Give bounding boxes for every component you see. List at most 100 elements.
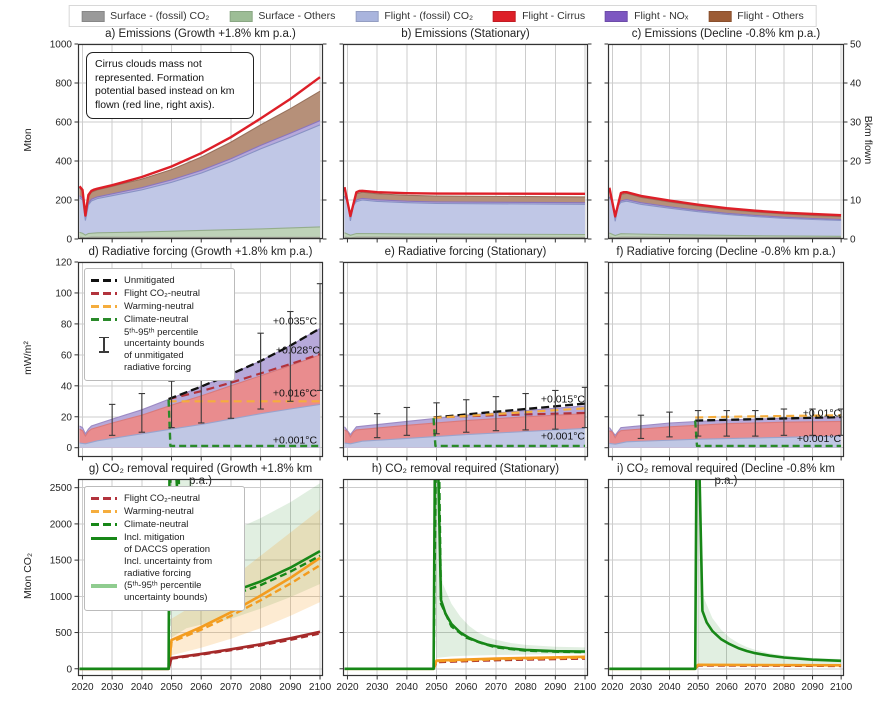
legend-label: Warming-neutral [124, 505, 194, 517]
svg-text:2100: 2100 [574, 682, 597, 693]
errorbar-icon [91, 336, 117, 353]
svg-text:2080: 2080 [250, 682, 273, 693]
removal-scenario-legend: Flight CO₂-neutral Warming-neutral Clima… [84, 486, 245, 611]
legend-label: Surface - Others [258, 10, 336, 22]
legend-item-unmitigated: Unmitigated [91, 275, 227, 287]
svg-text:1000: 1000 [50, 40, 73, 51]
y2-axis-label-bkm-flown: Bkm flown [862, 115, 874, 165]
svg-text:2020: 2020 [601, 682, 624, 693]
svg-text:2080: 2080 [773, 682, 796, 693]
legend-item-warming-neutral: Warming-neutral [91, 301, 227, 313]
top-legend: Surface - (fossil) CO₂ Surface - Others … [68, 5, 817, 27]
svg-text:+0.028°C: +0.028°C [276, 345, 321, 357]
y-axis-label-co2-removal: Mton CO₂ [22, 552, 34, 600]
svg-text:10: 10 [850, 196, 862, 207]
subplot-a-title: a) Emissions (Growth +1.8% km p.a.) [105, 28, 296, 40]
subplot-a-plot: 0 200 400 600 800 1000 [50, 40, 327, 246]
subplot-h-plot: 2020 2030 2040 2050 2060 2070 2080 2090 2100 [336, 478, 597, 693]
rf-scenario-legend: Unmitigated Flight CO₂-neutral Warming-n… [84, 268, 235, 381]
svg-text:2500: 2500 [50, 483, 73, 494]
svg-text:20: 20 [850, 157, 862, 168]
unmitigated-line-swatch [91, 279, 117, 283]
legend-item-climate-neutral: Climate-neutral [91, 314, 227, 326]
legend-label: Flight CO₂-neutral [124, 493, 201, 504]
svg-text:+0.016°C: +0.016°C [273, 387, 318, 399]
svg-text:1000: 1000 [50, 592, 73, 603]
svg-text:2090: 2090 [801, 682, 824, 693]
warming-neutral-line-swatch [91, 510, 117, 514]
svg-text:+0.035°C: +0.035°C [273, 315, 318, 327]
cirrus-note: Cirrus clouds mass not represented. Form… [86, 52, 254, 119]
svg-text:0: 0 [850, 235, 856, 246]
svg-text:50: 50 [850, 40, 862, 51]
swatch-flight-nox [605, 10, 629, 22]
svg-text:80: 80 [61, 319, 73, 330]
subplot-f-title: f) Radiative forcing (Decline -0.8% km p… [616, 246, 836, 258]
legend-item-uncertainty: 5ᵗʰ-95ᵗʰ percentile uncertainty bounds o… [91, 327, 227, 375]
legend-item-flight-fossil-co2: Flight - (fossil) CO₂ [355, 10, 473, 22]
legend-label: Flight - Others [737, 10, 804, 22]
subplot-c-plot: 0 10 20 30 40 50 [604, 40, 862, 246]
flight-co2-neutral-line-swatch [91, 292, 117, 296]
y-axis-label-radiative-forcing: mW/m² [22, 341, 34, 375]
climate-neutral-line-swatch [91, 318, 117, 322]
subplot-b-plot [339, 43, 592, 243]
svg-text:500: 500 [55, 628, 72, 639]
svg-text:2030: 2030 [101, 682, 124, 693]
svg-text:2020: 2020 [336, 682, 359, 693]
svg-text:2050: 2050 [425, 682, 448, 693]
legend-item-warming-neutral: Warming-neutral [91, 506, 237, 518]
warming-neutral-line-swatch [91, 305, 117, 309]
svg-text:2070: 2070 [220, 682, 243, 693]
daccs-line-swatch [91, 536, 117, 541]
svg-text:100: 100 [55, 288, 72, 299]
svg-text:2000: 2000 [50, 519, 73, 530]
legend-item-flight-nox: Flight - NOₓ [605, 10, 688, 22]
legend-label: Climate-neutral [124, 518, 189, 530]
legend-item-surface-fossil-co2: Surface - (fossil) CO₂ [81, 10, 209, 22]
subplot-c-title: c) Emissions (Decline -0.8% km p.a.) [631, 28, 821, 40]
climate-neutral-line-swatch [91, 523, 117, 527]
swatch-surface-others [229, 10, 253, 22]
svg-text:+0.015°C: +0.015°C [541, 393, 586, 405]
svg-text:2030: 2030 [630, 682, 653, 693]
subplot-h-title: h) CO₂ removal required (Stationary) [371, 463, 560, 475]
svg-text:2060: 2060 [716, 682, 739, 693]
svg-text:0: 0 [66, 664, 72, 675]
svg-text:+0.001°C: +0.001°C [273, 434, 318, 446]
svg-text:600: 600 [55, 118, 72, 129]
svg-text:2030: 2030 [366, 682, 389, 693]
svg-text:0: 0 [66, 443, 72, 454]
svg-text:2100: 2100 [309, 682, 332, 693]
svg-text:2060: 2060 [190, 682, 213, 693]
svg-text:2080: 2080 [515, 682, 538, 693]
subplot-e-plot: +0.015°C +0.001°C [339, 261, 589, 461]
svg-text:2060: 2060 [455, 682, 478, 693]
y-axis-label-emissions: Mton [22, 128, 34, 152]
svg-text:2040: 2040 [131, 682, 154, 693]
swatch-surface-fossil-co2 [81, 10, 105, 22]
svg-text:+0.01°C: +0.01°C [803, 407, 842, 419]
legend-label: Surface - (fossil) CO₂ [110, 10, 210, 22]
legend-label: Unmitigated [124, 275, 175, 286]
swatch-flight-cirrus [493, 10, 517, 22]
svg-text:60: 60 [61, 350, 73, 361]
subplot-i-title: i) CO₂ removal required (Decline -0.8% k… [617, 463, 835, 487]
svg-text:120: 120 [55, 258, 72, 269]
svg-text:400: 400 [55, 157, 72, 168]
legend-item-flight-others: Flight - Others [708, 10, 804, 22]
legend-label: Warming-neutral [124, 300, 194, 312]
legend-label: Flight - NOₓ [634, 10, 689, 22]
legend-item-flight-co2-neutral: Flight CO₂-neutral [91, 288, 227, 300]
legend-item-rf-uncertainty: Incl. uncertainty from radiative forcing… [91, 556, 237, 604]
legend-item-climate-neutral: Climate-neutral [91, 519, 237, 531]
legend-label: 5ᵗʰ-95ᵗʰ percentile uncertainty bounds o… [124, 326, 205, 374]
svg-text:1500: 1500 [50, 556, 73, 567]
svg-text:0: 0 [66, 235, 72, 246]
flight-co2-neutral-line-swatch [91, 497, 117, 501]
svg-text:2090: 2090 [544, 682, 567, 693]
svg-text:2050: 2050 [160, 682, 183, 693]
uncertainty-line-swatch [91, 584, 117, 588]
svg-text:40: 40 [61, 381, 73, 392]
